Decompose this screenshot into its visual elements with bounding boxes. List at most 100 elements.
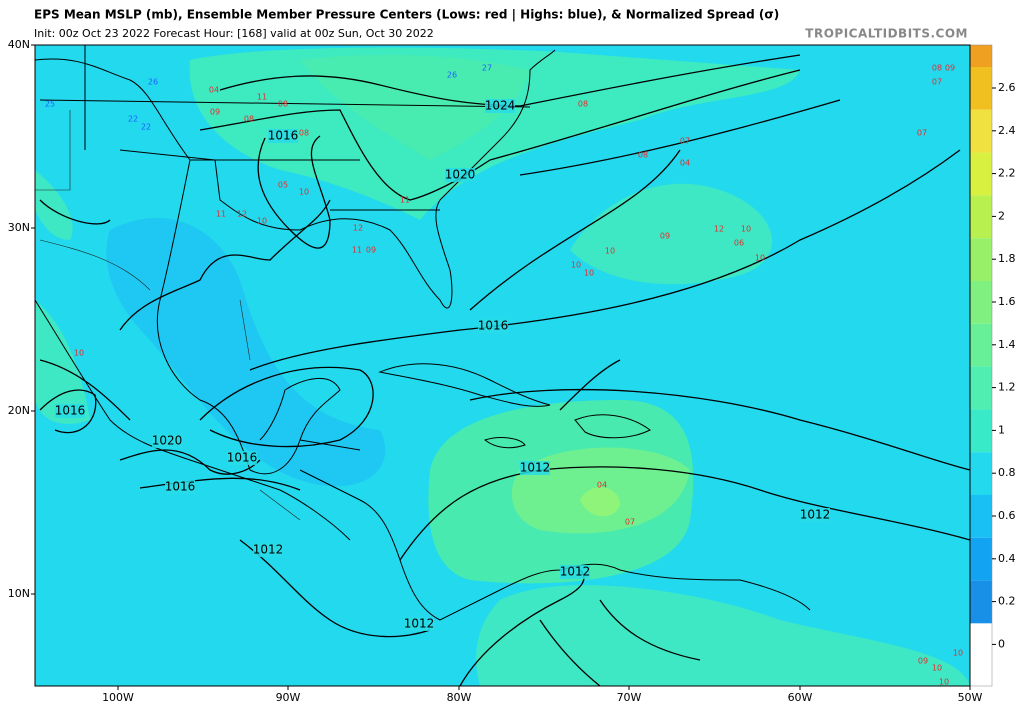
- low-center: 10: [605, 247, 615, 256]
- low-center: 11: [352, 246, 362, 255]
- colorbar-label: 0.2: [998, 595, 1016, 608]
- low-center: 11: [400, 196, 410, 205]
- lat-label: 30N: [8, 221, 30, 234]
- low-center: 08: [278, 100, 288, 109]
- isobar-label: 1012: [404, 617, 435, 631]
- colorbar-swatch: [970, 195, 992, 239]
- colorbar-label: 2.4: [998, 124, 1016, 137]
- isobar-label-bg: [478, 319, 508, 333]
- colorbar-label: 1.6: [998, 295, 1016, 308]
- low-center: 12: [714, 225, 724, 234]
- lon-label: 100W: [102, 691, 134, 704]
- isobar-label-bg: [268, 129, 298, 143]
- isobar-label: 1012: [560, 565, 591, 579]
- low-center: 08: [638, 151, 648, 160]
- lat-label: 20N: [8, 404, 30, 417]
- spread-area: [570, 183, 773, 285]
- low-center: 09: [366, 246, 376, 255]
- title: EPS Mean MSLP (mb), Ensemble Member Pres…: [34, 8, 779, 22]
- low-center: 04: [209, 86, 219, 95]
- colorbar-label: 1: [998, 423, 1005, 436]
- isobar-label: 1016: [268, 129, 299, 143]
- isobar-label-bg: [800, 508, 830, 522]
- spread-area: [476, 585, 970, 686]
- isobar-label-bg: [404, 617, 434, 631]
- spread-area: [300, 54, 530, 160]
- site-name: TROPICALTIDBITS.COM: [805, 27, 968, 41]
- lon-label: 50W: [958, 691, 983, 704]
- colorbar-swatch: [970, 238, 992, 281]
- low-center: 10: [932, 664, 942, 673]
- colorbar-label: 2: [998, 209, 1005, 222]
- low-center: 09: [945, 64, 955, 73]
- lon-label: 90W: [276, 691, 301, 704]
- isobar-label: 1012: [800, 508, 831, 522]
- low-center: 07: [680, 137, 690, 146]
- high-center: 26: [447, 71, 457, 80]
- high-center: 26: [148, 78, 158, 87]
- isobar-label-bg: [560, 565, 590, 579]
- low-center: 10: [299, 188, 309, 197]
- isobar-label-bg: [485, 99, 515, 113]
- spread-area: [35, 300, 90, 424]
- colorbar-swatch: [970, 109, 992, 153]
- isobar-label: 1016: [227, 451, 258, 465]
- isobar-label-bg: [227, 451, 257, 465]
- colorbar-label: 2.2: [998, 167, 1016, 180]
- low-center: 10: [74, 349, 84, 358]
- spread-area: [106, 218, 386, 487]
- map-frame: [34, 44, 971, 687]
- high-center: 27: [482, 64, 492, 73]
- low-center: 10: [953, 649, 963, 658]
- colorbar-swatch: [970, 67, 992, 110]
- low-center: 04: [597, 481, 607, 490]
- isobar-label-bg: [445, 168, 475, 182]
- low-center: 09: [918, 657, 928, 666]
- colorbar-swatch: [970, 623, 992, 686]
- low-center: 07: [917, 129, 927, 138]
- isobar-label: 1020: [445, 168, 476, 182]
- low-center: 09: [210, 108, 220, 117]
- isobar-label-bg: [165, 480, 195, 494]
- lat-label: 10N: [8, 587, 30, 600]
- low-center: 07: [932, 78, 942, 87]
- isobar-label: 1016: [55, 404, 86, 418]
- low-center: 04: [680, 159, 690, 168]
- colorbar-swatch: [970, 452, 992, 495]
- spread-area: [35, 170, 73, 240]
- isobar-label-bg: [55, 404, 85, 418]
- high-center: 22: [141, 123, 151, 132]
- high-center: 25: [45, 100, 55, 109]
- colorbar-label: 2.6: [998, 81, 1016, 94]
- colorbar-label: 0.6: [998, 509, 1016, 522]
- colorbar-swatch: [970, 495, 992, 538]
- isobar-label: 1024: [485, 99, 516, 113]
- isobar-label-bg: [520, 461, 550, 475]
- colorbar-swatch: [970, 281, 992, 324]
- colorbar-label: 0: [998, 637, 1005, 650]
- lon-label: 70W: [617, 691, 642, 704]
- colorbar-label: 1.2: [998, 381, 1016, 394]
- low-center: 08: [244, 115, 254, 124]
- colorbar-swatch: [970, 45, 992, 67]
- low-center: 11: [216, 210, 226, 219]
- colorbar-swatch: [970, 409, 992, 453]
- colorbar-label: 1.8: [998, 252, 1016, 265]
- spread-area: [580, 487, 620, 517]
- init-line: Init: 00z Oct 23 2022 Forecast Hour: [16…: [34, 27, 434, 40]
- low-center: 06: [734, 239, 744, 248]
- colorbar-label: 0.8: [998, 466, 1016, 479]
- lat-label: 40N: [8, 38, 30, 51]
- isobar-label: 1012: [520, 461, 551, 475]
- map: [34, 45, 971, 687]
- low-center: 09: [660, 232, 670, 241]
- high-center: 22: [128, 115, 138, 124]
- low-center: 12: [237, 210, 247, 219]
- low-center: 08: [932, 64, 942, 73]
- isobar-label: 1016: [165, 480, 196, 494]
- low-center: 07: [625, 518, 635, 527]
- lon-label: 80W: [447, 691, 472, 704]
- colorbar-label: 0.4: [998, 552, 1016, 565]
- isobar-label: 1020: [152, 434, 183, 448]
- low-center: 08: [299, 129, 309, 138]
